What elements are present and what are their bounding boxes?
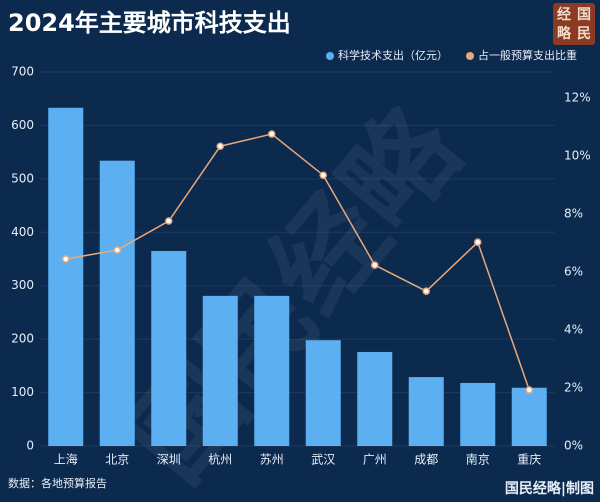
y-tick-label: 100 [11,385,34,399]
x-tick-label: 杭州 [208,452,232,467]
chart-title: 2024年主要城市科技支出 [8,9,291,37]
x-tick-label: 重庆 [517,453,541,467]
y-tick-label: 500 [11,171,34,185]
line-point [422,287,430,295]
x-tick-label: 苏州 [260,453,284,467]
bar [357,351,393,446]
y-tick-label: 700 [11,65,34,79]
line-point [62,255,70,263]
legend-label: 科学技术支出（亿元） [338,48,448,62]
y-tick-label: 300 [11,278,34,292]
logo-char: 经 [557,6,571,23]
bar [460,382,496,446]
legend-swatch [466,52,474,60]
y2-tick-label: 6% [564,265,583,279]
y-tick-label: 0 [26,439,34,453]
logo-char: 民 [577,26,591,42]
y2-tick-label: 2% [564,381,583,395]
bar [151,250,187,446]
line-point [474,238,482,246]
bar [202,295,238,446]
legend-swatch [326,52,334,60]
y2-tick-label: 10% [564,149,591,163]
line [65,133,530,391]
x-tick-label: 成都 [414,453,438,467]
x-tick-label: 上海 [54,452,78,467]
x-tick-label: 北京 [105,453,129,467]
bar [99,160,135,447]
y2-tick-label: 8% [564,207,583,221]
y-tick-label: 400 [11,225,34,239]
bar [305,340,341,446]
y-tick-label: 600 [11,118,34,132]
line-point [268,130,276,138]
bar [48,107,84,446]
y2-tick-label: 4% [564,323,583,337]
x-tick-label: 南京 [466,452,490,467]
line-point [371,261,379,269]
y-tick-label: 200 [11,332,34,346]
bar [511,387,547,446]
line-point [165,217,173,225]
logo-seal [553,3,595,45]
x-tick-label: 武汉 [311,453,335,467]
line-point [216,142,224,150]
logo-char: 略 [557,25,572,42]
line-point [113,246,121,254]
logo-char: 国 [577,7,591,23]
x-tick-label: 广州 [363,453,387,467]
footer: 国民经略|制图 [505,480,594,497]
y2-tick-label: 0% [564,439,583,453]
source: 数据：各地预算报告 [8,476,107,490]
y2-tick-label: 12% [564,91,591,105]
x-tick-label: 深圳 [157,453,181,467]
line-point [319,171,327,179]
bar [408,377,444,446]
line-point [525,386,533,394]
legend-label: 占一般预算支出比重 [478,48,577,62]
bar [254,295,290,446]
